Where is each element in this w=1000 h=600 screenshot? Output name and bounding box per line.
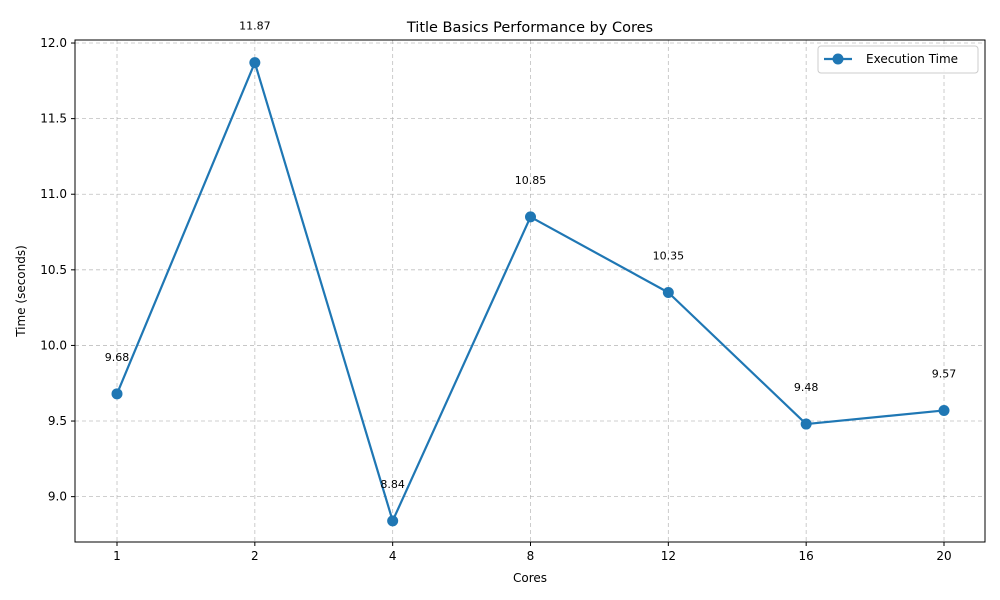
x-axis-label: Cores: [513, 571, 547, 585]
data-label: 9.68: [105, 351, 130, 364]
legend: Execution Time: [817, 45, 979, 74]
data-label: 8.84: [380, 478, 405, 491]
x-tick-label: 20: [936, 549, 951, 563]
legend-box: [817, 45, 979, 74]
data-point: [525, 211, 536, 223]
y-tick-label: 9.5: [48, 414, 67, 428]
data-point: [662, 287, 674, 299]
y-tick-label: 12.0: [40, 36, 67, 50]
data-point: [249, 57, 261, 69]
series-execution-time: [111, 57, 950, 527]
x-tick-label: 12: [661, 549, 676, 563]
x-tick-label: 8: [527, 549, 535, 563]
data-label: 9.48: [794, 381, 819, 394]
x-axis: 1 2 4 8 12 16 20: [113, 542, 952, 563]
data-point: [800, 418, 812, 430]
x-tick-label: 2: [251, 549, 259, 563]
y-axis: 9.0 9.5 10.0 10.5 11.0 11.5 12.0: [40, 36, 75, 504]
x-tick-label: 4: [389, 549, 397, 563]
data-label: 9.57: [932, 367, 957, 380]
y-tick-label: 10.5: [40, 263, 67, 277]
x-tick-label: 16: [799, 549, 814, 563]
y-tick-label: 11.0: [40, 187, 67, 201]
legend-label: Execution Time: [866, 52, 958, 66]
chart-title: Title Basics Performance by Cores: [406, 20, 653, 36]
plot-area-frame: [74, 39, 986, 543]
data-labels: 9.68 11.87 8.84 10.85 10.35 9.48 9.57: [105, 20, 957, 491]
data-label: 10.35: [653, 250, 685, 263]
y-axis-label: Time (seconds): [14, 245, 28, 338]
data-point: [938, 404, 950, 416]
data-point: [111, 388, 123, 400]
data-label: 10.85: [515, 174, 547, 187]
legend-point-marker: [832, 53, 844, 65]
y-tick-label: 11.5: [40, 112, 67, 126]
y-tick-label: 9.0: [48, 490, 67, 504]
data-label: 11.87: [239, 20, 271, 33]
grid: [75, 40, 985, 542]
data-point: [387, 515, 399, 527]
y-tick-label: 10.0: [40, 338, 67, 352]
x-tick-label: 1: [113, 549, 121, 563]
